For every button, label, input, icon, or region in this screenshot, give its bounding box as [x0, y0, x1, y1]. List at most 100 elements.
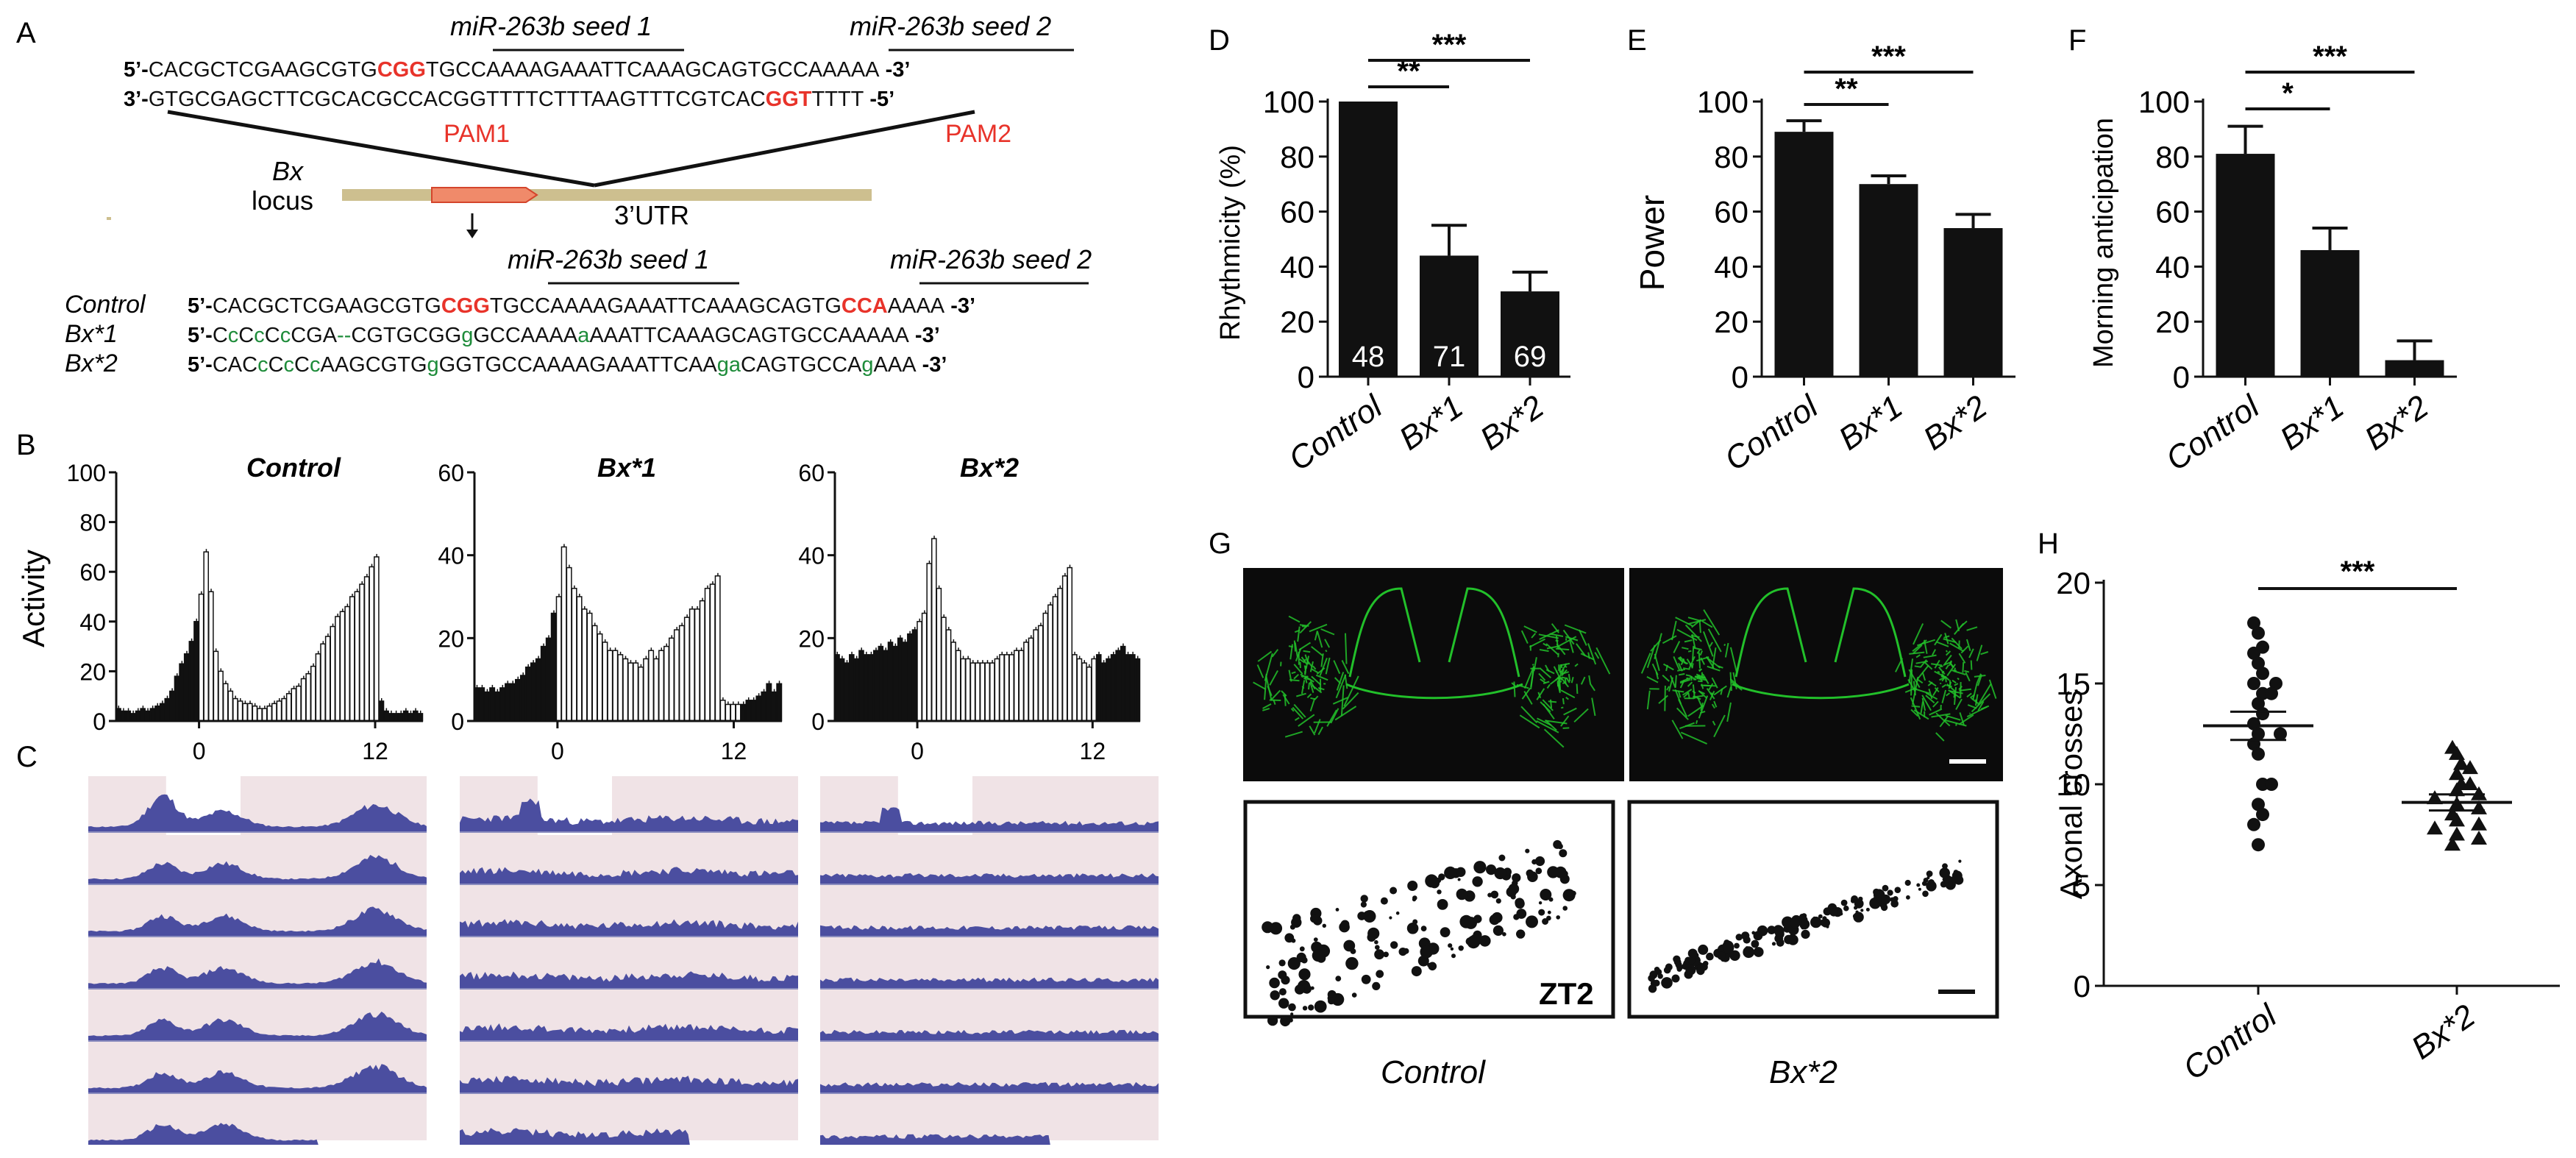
optic-lobe-projection — [1303, 675, 1309, 680]
axon-bouton — [1547, 910, 1551, 914]
optic-lobe-projection — [1312, 684, 1323, 694]
optic-lobe-projection — [1557, 653, 1559, 658]
activity-bar — [709, 583, 716, 722]
axon-bouton — [1280, 1015, 1291, 1027]
optic-lobe-projection — [1932, 700, 1939, 708]
scatter-point — [2427, 820, 2443, 835]
activity-bar — [699, 600, 705, 722]
optic-lobe-projection — [1262, 708, 1270, 711]
optic-lobe-projection — [1677, 657, 1683, 663]
histogram-x-tick-label: 0 — [193, 738, 206, 764]
optic-lobe-projection — [1910, 708, 1919, 717]
optic-lobe-projection — [1341, 660, 1350, 675]
bar-chart-y-tick-label: 40 — [1714, 249, 1748, 284]
activity-bar — [524, 667, 531, 722]
optic-lobe-projection — [1706, 656, 1715, 669]
activity-bar — [750, 700, 757, 722]
optic-lobe-projection — [1968, 648, 1974, 658]
histogram-y-tick-label: 0 — [451, 708, 464, 735]
locus-name: Bx — [272, 156, 305, 186]
optic-lobe-projection — [1693, 695, 1701, 700]
activity-bar — [335, 616, 341, 722]
scatter-y-tick-label: 20 — [2056, 566, 2091, 600]
optic-lobe-projection — [1954, 667, 1956, 671]
optic-lobe-projection — [1698, 695, 1709, 719]
optic-lobe-projection — [1288, 615, 1301, 623]
activity-bar — [125, 710, 132, 722]
optic-lobe-projection — [1523, 625, 1537, 633]
optic-lobe-projection — [1980, 651, 1989, 656]
optic-lobe-projection — [1587, 643, 1597, 665]
guide-arrow-shape — [431, 187, 538, 203]
optic-lobe-projection — [1301, 675, 1304, 678]
optic-lobe-projection — [1683, 667, 1690, 670]
activity-bar — [571, 587, 577, 722]
optic-lobe-projection — [1556, 682, 1561, 694]
optic-lobe-projection — [1548, 700, 1557, 703]
optic-lobe-projection — [1580, 653, 1595, 661]
optic-lobe-projection — [1934, 687, 1940, 693]
bar-chart-y-tick-label: 0 — [2173, 360, 2190, 394]
activity-bar — [349, 596, 355, 722]
optic-lobe-projection — [1576, 643, 1587, 657]
optic-lobe-projection — [1556, 636, 1577, 648]
axon-bouton — [1535, 867, 1543, 875]
optic-lobe-projection — [1651, 663, 1659, 675]
axon-bouton — [1322, 923, 1327, 928]
activity-bar — [183, 653, 190, 722]
g-label-control: Control — [1381, 1054, 1486, 1090]
optic-lobe-projection — [1303, 658, 1306, 661]
actogram-activity-trace — [88, 855, 427, 884]
optic-lobe-projection — [1663, 663, 1674, 671]
locus-word: locus — [252, 185, 313, 216]
axon-bouton — [1267, 1015, 1278, 1026]
optic-lobe-projection — [1267, 686, 1273, 697]
significance-label: *** — [1432, 29, 1467, 61]
optic-lobe-projection — [1913, 623, 1924, 645]
activity-bar — [745, 700, 752, 722]
scatter-point — [2462, 760, 2478, 775]
bar-chart-y-tick-label: 80 — [1714, 140, 1748, 174]
axon-bouton — [1335, 976, 1342, 981]
axon-bouton — [1310, 914, 1319, 923]
optic-lobe-projection — [1935, 732, 1945, 742]
sequence-segment: ga — [717, 353, 741, 377]
axon-bouton — [1450, 947, 1454, 951]
axon-bouton — [1923, 878, 1929, 883]
optic-lobe-projection — [1909, 651, 1925, 655]
optic-lobe-projection — [1306, 678, 1312, 681]
activity-bar — [300, 678, 307, 722]
utr-label: 3’UTR — [614, 200, 689, 230]
activity-bar — [271, 703, 277, 722]
optic-lobe-projection — [1291, 671, 1296, 675]
bar — [1420, 255, 1479, 377]
zoom-line-right — [594, 110, 975, 188]
sequence-segment: C — [213, 324, 228, 347]
axon-bouton — [1566, 889, 1574, 897]
optic-lobe-projection — [1936, 641, 1949, 647]
optic-lobe-projection — [1687, 705, 1704, 717]
activity-bar — [1023, 642, 1029, 722]
optic-lobe-projection — [1297, 626, 1301, 642]
axon-bouton — [1288, 1003, 1296, 1012]
optic-lobe-projection — [1911, 705, 1921, 708]
activity-bar — [950, 642, 956, 722]
optic-lobe-projection — [1941, 683, 1947, 688]
strand-suffix: -5’ — [864, 88, 894, 111]
scatter-point — [2453, 756, 2469, 770]
activity-bar — [581, 608, 588, 722]
optic-lobe-projection — [1569, 640, 1574, 653]
activity-bar — [374, 556, 380, 722]
axon-bouton — [1266, 965, 1270, 970]
scatter-point — [2449, 745, 2465, 760]
optic-lobe-projection — [1304, 654, 1309, 665]
sequence-segment: c — [228, 324, 239, 347]
actogram-activity-trace — [820, 807, 1159, 831]
optic-lobe-projection — [1687, 617, 1701, 622]
optic-lobe-projection — [1513, 681, 1516, 697]
activity-bar — [494, 691, 501, 722]
optic-lobe-projection — [1289, 644, 1293, 660]
activity-bar — [474, 687, 480, 722]
axon-bouton — [1661, 977, 1673, 989]
activity-bar — [926, 563, 932, 722]
